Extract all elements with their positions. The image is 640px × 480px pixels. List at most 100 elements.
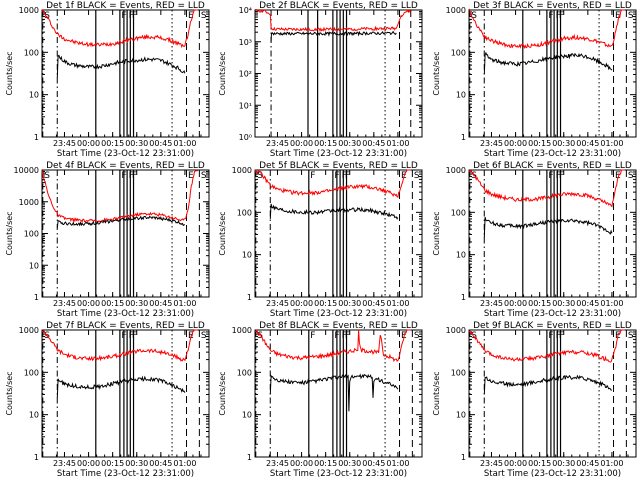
x-tick-label: 01:00 <box>173 459 196 468</box>
time-marker-label: S <box>628 171 634 181</box>
y-tick-label: 10 <box>242 411 252 420</box>
plot-frame <box>254 169 423 298</box>
time-marker-label: F <box>132 171 137 181</box>
events-series-line <box>483 374 612 395</box>
x-tick-label: 00:30 <box>338 459 361 468</box>
x-tick-label: 00:45 <box>576 459 599 468</box>
panel-title: Det 2f BLACK = Events, RED = LLD <box>259 1 418 11</box>
y-tick-label: 100 <box>24 230 39 239</box>
time-marker-label: S <box>257 331 263 341</box>
time-marker-label: F <box>342 171 347 181</box>
x-tick-label: 23:45 <box>480 139 503 148</box>
x-tick-label: 00:30 <box>552 139 575 148</box>
y-tick-label: 1 <box>34 133 39 142</box>
time-marker-label: E <box>188 11 194 21</box>
time-marker-label: S <box>628 331 634 341</box>
y-tick-label: 10¹ <box>239 101 252 110</box>
x-tick-label: 00:15 <box>314 299 337 308</box>
time-marker-label: F <box>129 171 134 181</box>
plot-frame <box>41 9 210 138</box>
x-tick-label: 00:00 <box>77 459 100 468</box>
x-tick-label: 00:45 <box>362 459 385 468</box>
y-tick-label: 1000 <box>446 6 466 15</box>
panel-title: Det 6f BLACK = Events, RED = LLD <box>473 161 632 171</box>
x-tick-label: 00:45 <box>149 459 172 468</box>
x-tick-label: 01:00 <box>386 299 409 308</box>
y-tick-label: 10000 <box>14 166 39 175</box>
time-marker-label: S <box>414 171 420 181</box>
x-tick-label: 00:30 <box>338 299 361 308</box>
time-marker-label: S <box>201 11 207 21</box>
y-tick-label: 10⁴ <box>239 6 252 15</box>
time-marker-label: E <box>188 171 194 181</box>
y-tick-label: 1 <box>461 133 466 142</box>
detector-panel: Det 2f BLACK = Events, RED = LLD 10⁰ 10¹ 10… <box>218 1 423 159</box>
events-series-line <box>270 30 397 42</box>
lld-series-line <box>254 169 411 199</box>
time-marker-label: F <box>556 171 561 181</box>
lld-series-line <box>41 170 198 224</box>
x-tick-label: 23:45 <box>266 299 289 308</box>
time-marker-label: S <box>201 171 207 181</box>
detector-panel: Det 5f BLACK = Events, RED = LLDSFFFFES1… <box>218 161 423 319</box>
x-tick-label: 01:00 <box>173 139 196 148</box>
x-tick-label: 00:45 <box>576 299 599 308</box>
x-tick-label: 00:30 <box>552 299 575 308</box>
x-tick-label: 00:45 <box>576 139 599 148</box>
time-marker-label: S <box>628 11 634 21</box>
x-tick-label: 23:45 <box>53 459 76 468</box>
time-marker-label: F <box>559 11 564 21</box>
x-tick-label: 23:45 <box>53 299 76 308</box>
events-series-line <box>269 203 399 220</box>
y-tick-label: 1 <box>34 293 39 302</box>
time-marker-label: F <box>132 331 137 341</box>
panel-title: Det 3f BLACK = Events, RED = LLD <box>473 1 632 11</box>
y-tick-label: 1 <box>247 293 252 302</box>
x-tick-label: 00:15 <box>314 459 337 468</box>
y-tick-label: 1000 <box>446 166 466 175</box>
y-tick-label: 1000 <box>232 326 252 335</box>
x-tick-label: 00:45 <box>149 299 172 308</box>
y-tick-label: 10 <box>456 411 466 420</box>
events-series-line <box>483 216 613 238</box>
detector-panel: Det 4f BLACK = Events, RED = LLDSFFFES11… <box>5 161 210 319</box>
y-tick-label: 1000 <box>232 166 252 175</box>
plot-frame <box>41 329 210 458</box>
y-tick-label: 1 <box>34 453 39 462</box>
y-tick-label: 1 <box>461 293 466 302</box>
x-tick-label: 00:15 <box>101 139 124 148</box>
panel-title: Det 4f BLACK = Events, RED = LLD <box>46 161 205 171</box>
x-tick-label: 23:45 <box>480 459 503 468</box>
x-tick-label: 00:00 <box>77 139 100 148</box>
y-tick-label: 1000 <box>19 326 39 335</box>
y-tick-label: 10⁰ <box>239 133 252 142</box>
x-axis-label: Start Time (23-Oct-12 23:31:00) <box>270 149 407 159</box>
x-tick-label: 23:45 <box>53 139 76 148</box>
y-tick-label: 10² <box>239 70 252 79</box>
y-tick-label: 10 <box>29 261 39 270</box>
y-axis-label: Counts/sec <box>432 51 441 95</box>
x-tick-label: 00:30 <box>125 139 148 148</box>
time-marker-label: S <box>471 11 477 21</box>
y-tick-label: 100 <box>451 48 466 57</box>
time-marker-label: S <box>201 331 207 341</box>
x-tick-label: 00:00 <box>504 139 527 148</box>
x-tick-label: 00:45 <box>362 299 385 308</box>
detector-panel: Det 1f BLACK = Events, RED = LLDSFFFES11… <box>5 1 210 159</box>
x-axis-label: Start Time (23-Oct-12 23:31:00) <box>57 149 194 159</box>
plot-frame <box>468 9 637 138</box>
events-series-line <box>56 375 186 398</box>
x-tick-label: 01:00 <box>600 139 623 148</box>
x-tick-label: 23:45 <box>480 299 503 308</box>
time-marker-label: F <box>132 11 137 21</box>
plot-frame <box>468 169 637 298</box>
lld-series-line <box>254 8 412 33</box>
y-axis-label: Counts/sec <box>218 51 227 95</box>
y-tick-label: 100 <box>451 368 466 377</box>
x-axis-label: Start Time (23-Oct-12 23:31:00) <box>57 469 194 479</box>
x-tick-label: 00:15 <box>314 139 337 148</box>
x-tick-label: 00:00 <box>504 459 527 468</box>
detector-panel: Det 8f BLACK = Events, RED = LLDSFFFFES1… <box>218 321 423 479</box>
x-tick-label: 00:15 <box>101 299 124 308</box>
y-tick-label: 10 <box>242 251 252 260</box>
